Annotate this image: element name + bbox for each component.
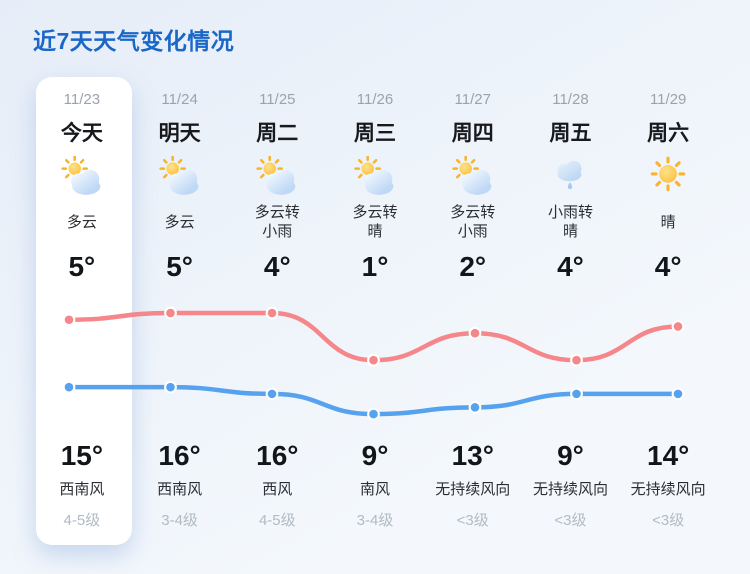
wind-direction: 无持续风向 [630,481,706,498]
partly-cloudy-icon [254,156,300,196]
temperature-top: 4° [557,251,584,282]
temperature-top: 2° [459,251,487,282]
partly-cloudy-icon [352,156,398,196]
temperature-bottom: 15° [60,440,104,471]
temperature-top: 5° [166,251,193,282]
date-label: 11/28 [552,91,589,108]
chart-gap [326,287,424,439]
partly-cloudy-icon [157,156,203,196]
day-name: 周二 [256,122,299,145]
date-label: 11/23 [63,91,101,108]
day-name: 周五 [549,122,592,145]
temperature-top: 5° [68,251,96,282]
temperature-bottom: 16° [158,440,201,471]
wind-level: 3-4级 [161,512,198,529]
wind-direction: 西风 [262,481,293,498]
weather-icon-wrap [522,155,620,197]
temperature-bottom: 9° [557,440,584,471]
rain-icon [547,156,593,196]
weather-icon-wrap [424,155,522,197]
weather-icon-wrap [619,155,717,197]
date-label: 11/27 [454,91,491,108]
weather-description: 晴 [660,213,676,231]
day-name: 明天 [158,122,201,145]
weather-description: 多云转 小雨 [450,204,496,240]
wind-level: <3级 [554,512,587,529]
weather-description: 多云 [66,213,97,231]
weather-icon-wrap [228,155,326,197]
day-column-tue[interactable]: 11/25 周二 多云转 小雨 4° 16° 西风 4-5级 [228,77,326,530]
day-name: 周三 [354,122,397,145]
chart-gap [424,287,522,439]
temperature-bottom: 9° [361,440,389,471]
day-column-sat[interactable]: 11/29 周六 晴 4° 14° 无持续风向 <3级 [619,77,717,530]
temperature-top: 4° [654,251,682,282]
date-label: 11/26 [356,91,394,108]
temperature-bottom: 16° [256,440,299,471]
date-label: 11/24 [161,91,198,108]
temperature-top: 1° [361,251,389,282]
day-column-tomorrow[interactable]: 11/24 明天 多云 5° 16° 西南风 3-4级 [131,77,229,530]
wind-level: <3级 [652,512,685,529]
forecast-row: 11/23 今天 多云 5° 15° 西南风 4-5级 11/24 明天 多云 … [33,77,717,530]
weather-icon-wrap [33,155,131,197]
day-column-fri[interactable]: 11/28 周五 小雨转 晴 4° 9° 无持续风向 <3级 [522,77,620,530]
day-column-wed[interactable]: 11/26 周三 多云转 晴 1° 9° 南风 3-4级 [326,77,424,530]
date-label: 11/25 [259,91,296,108]
wind-direction: 西南风 [157,481,203,498]
day-column-thu[interactable]: 11/27 周四 多云转 小雨 2° 13° 无持续风向 <3级 [424,77,522,530]
chart-gap [522,287,620,439]
weather-description: 多云转 小雨 [254,204,300,240]
chart-gap [131,287,229,439]
day-column-today[interactable]: 11/23 今天 多云 5° 15° 西南风 4-5级 [33,77,131,530]
weather-icon-wrap [131,155,229,197]
temperature-top: 4° [263,251,291,282]
weather-description: 多云 [164,213,195,231]
chart-gap [33,287,131,439]
partly-cloudy-icon [59,156,105,196]
weather-icon-wrap [326,155,424,197]
chart-gap [228,287,326,439]
wind-level: 3-4级 [356,512,394,529]
sunny-icon [645,156,691,196]
partly-cloudy-icon [450,156,496,196]
chart-gap [619,287,717,439]
weather-description: 多云转 晴 [352,204,398,240]
wind-level: 4-5级 [63,512,101,529]
wind-direction: 无持续风向 [435,481,511,498]
day-name: 周六 [647,122,690,145]
wind-level: <3级 [456,512,489,529]
temperature-bottom: 13° [451,440,494,471]
date-label: 11/29 [649,91,687,108]
wind-direction: 无持续风向 [532,481,608,498]
page-title: 近7天天气变化情况 [33,28,235,54]
day-name: 周四 [451,122,494,145]
wind-direction: 西南风 [59,481,105,498]
day-name: 今天 [60,122,103,145]
wind-direction: 南风 [360,481,391,498]
wind-level: 4-5级 [258,512,296,529]
temperature-bottom: 14° [647,440,690,471]
weather-description: 小雨转 晴 [547,204,593,240]
